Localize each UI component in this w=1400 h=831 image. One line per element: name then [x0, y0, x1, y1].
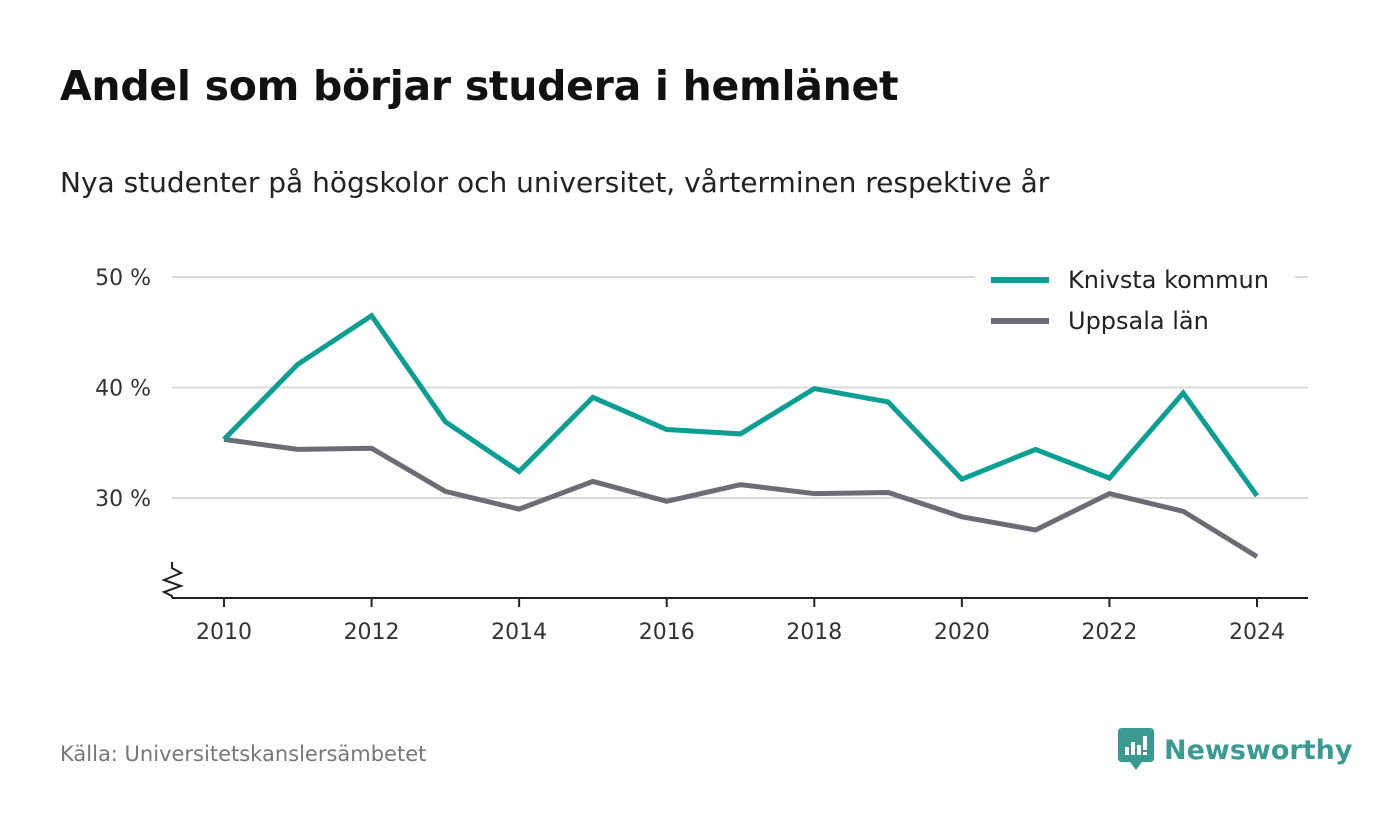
y-tick-label: 30 %: [95, 487, 151, 512]
chart-subtitle: Nya studenter på högskolor och universit…: [60, 166, 1050, 199]
chart-title: Andel som börjar studera i hemlänet: [60, 62, 899, 110]
x-axis: [161, 562, 1308, 599]
series-line-knivsta-kommun: [222, 312, 1260, 498]
x-tick-label: 2012: [344, 620, 400, 645]
legend: Knivsta kommun Uppsala län: [975, 262, 1295, 342]
x-tick-label: 2022: [1081, 620, 1137, 645]
series-line-uppsala-län: [223, 436, 1259, 559]
x-tick-label: 2020: [934, 620, 990, 645]
brand-logo: Newsworthy: [1118, 728, 1352, 772]
y-tick-label: 50 %: [95, 266, 151, 291]
x-tick-label: 2018: [786, 620, 842, 645]
legend-label: Knivsta kommun: [1068, 266, 1269, 294]
series-lines: [222, 312, 1260, 559]
x-tick-label: 2024: [1229, 620, 1285, 645]
y-axis-break-icon: [161, 562, 185, 598]
y-tick-label: 40 %: [95, 377, 151, 402]
x-axis-ticks: 2010 2012 2014 2016 2018 2020 2022 2024: [196, 598, 1285, 645]
legend-label: Uppsala län: [1068, 307, 1209, 335]
y-axis-ticks: 30 % 40 % 50 %: [95, 266, 151, 512]
source-note: Källa: Universitetskanslersämbetet: [60, 742, 427, 766]
x-tick-label: 2010: [196, 620, 252, 645]
legend-background: [975, 262, 1295, 342]
brand-name: Newsworthy: [1164, 734, 1353, 766]
x-tick-label: 2016: [639, 620, 695, 645]
x-tick-label: 2014: [491, 620, 547, 645]
newsworthy-logo-icon: [1118, 728, 1154, 770]
